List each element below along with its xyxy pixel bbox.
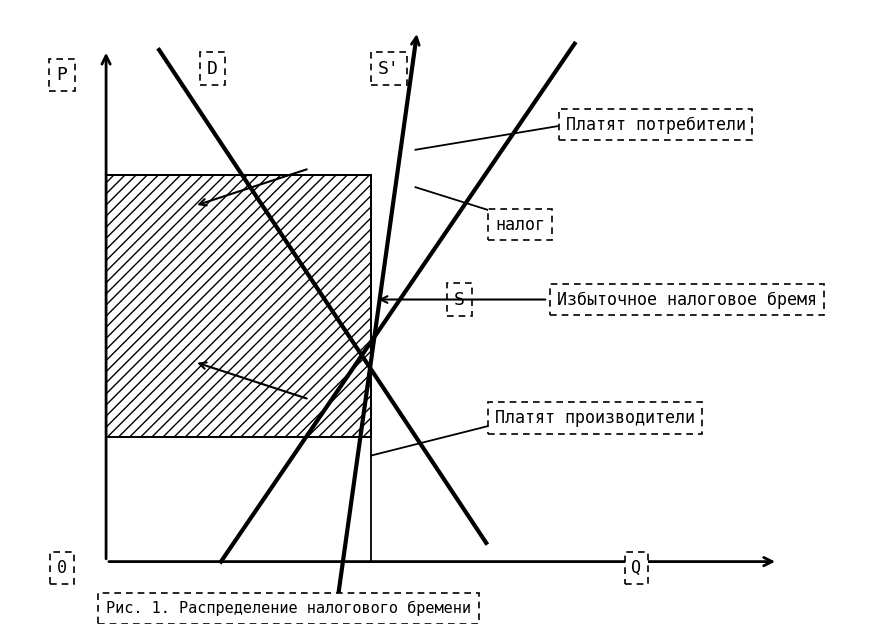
- Text: P: P: [57, 66, 67, 84]
- Text: 0: 0: [57, 559, 67, 577]
- Text: Платят производители: Платят производители: [495, 409, 695, 427]
- Text: S': S': [378, 60, 400, 77]
- Text: Платят потребители: Платят потребители: [566, 116, 746, 134]
- Text: D: D: [207, 60, 217, 77]
- Text: Рис. 1. Распределение налогового бремени: Рис. 1. Распределение налогового бремени: [106, 601, 471, 616]
- Text: S: S: [454, 291, 465, 308]
- Text: налог: налог: [495, 216, 545, 233]
- Bar: [106, 175, 371, 437]
- Text: Q: Q: [631, 559, 642, 577]
- Text: Избыточное налоговое бремя: Избыточное налоговое бремя: [557, 291, 817, 308]
